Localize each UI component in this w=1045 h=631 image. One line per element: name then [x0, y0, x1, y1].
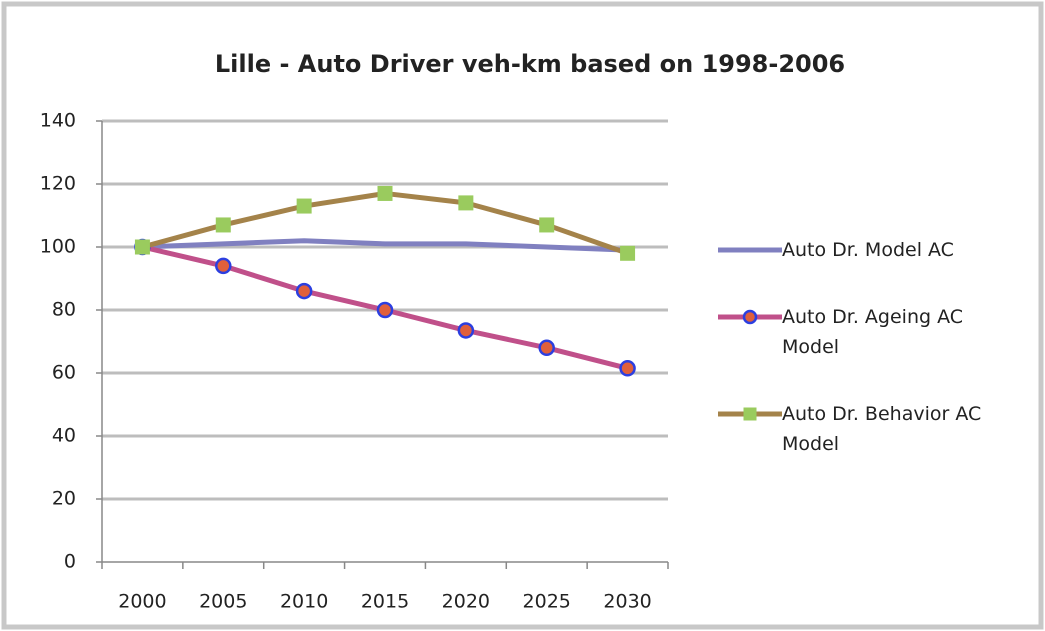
legend-item: Auto Dr. Ageing AC Model — [718, 305, 1028, 362]
y-tick-label: 120 — [40, 173, 76, 195]
marker — [458, 195, 474, 211]
legend-swatch — [718, 309, 782, 325]
y-tick-label: 0 — [64, 551, 76, 573]
marker — [742, 309, 758, 325]
marker — [619, 360, 636, 377]
marker — [295, 282, 313, 300]
marker — [215, 257, 232, 275]
y-tick-label: 60 — [52, 362, 76, 384]
x-tick-label: 2000 — [118, 591, 166, 613]
series-line — [142, 238, 628, 253]
marker — [743, 407, 757, 421]
x-tick-label: 2020 — [442, 591, 490, 613]
marker — [539, 217, 555, 233]
marker — [376, 301, 394, 319]
x-tick-label: 2015 — [361, 591, 409, 613]
legend-swatch — [718, 247, 782, 253]
marker — [538, 339, 555, 357]
legend-swatch — [718, 407, 782, 421]
marker — [457, 322, 475, 339]
marker — [215, 217, 231, 233]
y-tick-label: 100 — [40, 236, 76, 258]
legend: Auto Dr. Model AC Auto Dr. Ageing AC Mode… — [718, 238, 1028, 499]
y-tick-label: 140 — [40, 110, 76, 132]
marker — [620, 245, 636, 261]
legend-label: Auto Dr. Ageing AC Model — [782, 306, 964, 358]
y-tick-label: 40 — [52, 425, 76, 447]
legend-item: Auto Dr. Model AC — [718, 238, 1028, 265]
marker — [296, 198, 312, 214]
x-tick-label: 2030 — [603, 591, 651, 613]
x-tick-label: 2005 — [199, 591, 247, 613]
marker — [134, 239, 150, 255]
y-tick-label: 80 — [52, 299, 76, 321]
legend-label: Auto Dr. Behavior AC Model — [782, 403, 982, 455]
y-tick-label: 20 — [52, 488, 76, 510]
legend-label: Auto Dr. Model AC — [782, 239, 954, 261]
marker — [377, 185, 393, 201]
x-tick-label: 2010 — [280, 591, 328, 613]
chart-title: Lille - Auto Driver veh-km based on 1998… — [215, 50, 845, 78]
x-tick-label: 2025 — [523, 591, 571, 613]
legend-item: Auto Dr. Behavior AC Model — [718, 402, 1028, 459]
